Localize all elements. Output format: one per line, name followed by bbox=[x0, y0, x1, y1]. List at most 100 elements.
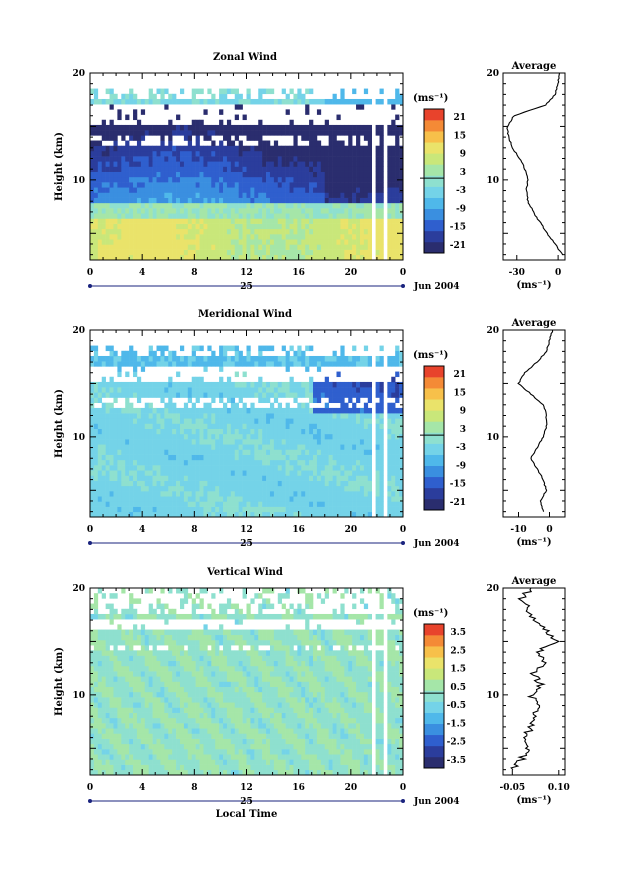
heatmap-cell bbox=[281, 213, 286, 219]
heatmap-cell bbox=[105, 717, 110, 724]
heatmap-cell bbox=[273, 433, 279, 440]
heatmap-cell bbox=[309, 171, 314, 178]
heatmap-cell bbox=[352, 345, 357, 352]
heatmap-cell bbox=[179, 249, 185, 256]
heatmap-cell bbox=[160, 192, 165, 198]
heatmap-cell bbox=[375, 239, 380, 245]
heatmap-cell bbox=[105, 754, 110, 760]
heatmap-cell bbox=[113, 166, 118, 172]
heatmap-cell bbox=[164, 485, 169, 492]
heatmap-cell bbox=[391, 475, 396, 481]
heatmap-cell bbox=[320, 228, 326, 235]
heatmap-cell bbox=[266, 254, 271, 261]
heatmap-cell bbox=[121, 634, 126, 641]
heatmap-cell bbox=[399, 480, 404, 487]
heatmap-cell bbox=[395, 439, 400, 445]
heatmap-cell bbox=[336, 511, 341, 518]
heatmap-cell bbox=[234, 475, 239, 481]
heatmap-cell bbox=[191, 192, 196, 198]
heatmap-cell bbox=[293, 355, 298, 362]
heatmap-cell bbox=[152, 449, 157, 455]
heatmap-cell bbox=[117, 764, 122, 771]
heatmap-cell bbox=[156, 239, 161, 245]
heatmap-cell bbox=[316, 130, 322, 136]
heatmap-cell bbox=[172, 470, 177, 476]
heatmap-cell bbox=[219, 249, 224, 256]
heatmap-cell bbox=[336, 392, 341, 398]
heatmap-cell bbox=[395, 423, 400, 429]
heatmap-cell bbox=[93, 634, 99, 641]
heatmap-cell bbox=[328, 218, 333, 224]
heatmap-cell bbox=[117, 480, 122, 487]
heatmap-cell bbox=[125, 470, 130, 476]
heatmap-cell bbox=[117, 712, 122, 719]
heatmap-cell bbox=[97, 496, 103, 502]
heatmap-cell bbox=[172, 166, 177, 172]
heatmap-cell bbox=[328, 228, 333, 235]
heatmap-cell bbox=[363, 439, 369, 445]
heatmap-cell bbox=[336, 454, 341, 461]
heatmap-cell bbox=[168, 376, 173, 383]
heatmap-cell bbox=[266, 166, 271, 172]
heatmap-cell bbox=[395, 350, 400, 357]
heatmap-cell bbox=[258, 418, 263, 424]
heatmap-cell bbox=[219, 501, 224, 507]
heatmap-cell bbox=[313, 433, 318, 440]
heatmap-cell bbox=[207, 156, 212, 162]
heatmap-cell bbox=[215, 223, 220, 230]
heatmap-cell bbox=[336, 202, 341, 209]
heatmap-cell bbox=[379, 345, 384, 352]
heatmap-cell bbox=[281, 161, 286, 167]
heatmap-cell bbox=[168, 197, 173, 204]
heatmap-cell bbox=[215, 182, 220, 188]
heatmap-cell bbox=[113, 717, 118, 724]
heatmap-cell bbox=[269, 171, 275, 178]
heatmap-cell bbox=[179, 345, 185, 352]
heatmap-cell bbox=[320, 480, 326, 487]
heatmap-cell bbox=[191, 161, 196, 167]
heatmap-cell bbox=[399, 150, 404, 157]
heatmap-cell bbox=[352, 465, 357, 471]
heatmap-cell bbox=[191, 234, 196, 240]
heatmap-cell bbox=[203, 361, 208, 367]
heatmap-cell bbox=[340, 244, 345, 250]
heatmap-cell bbox=[211, 392, 216, 398]
heatmap-cell bbox=[125, 681, 130, 687]
heatmap-cell bbox=[179, 156, 185, 162]
heatmap-cell bbox=[144, 202, 149, 209]
heatmap-cell bbox=[324, 433, 329, 440]
heatmap-cell bbox=[136, 202, 142, 209]
heatmap-cell bbox=[258, 361, 263, 367]
heatmap-cell bbox=[129, 130, 134, 136]
heatmap-cell bbox=[90, 769, 95, 776]
heatmap-cell bbox=[179, 213, 185, 219]
heatmap-cell bbox=[191, 218, 196, 224]
heatmap-cell bbox=[399, 208, 404, 214]
heatmap-cell bbox=[223, 454, 228, 461]
heatmap-cell bbox=[223, 124, 228, 131]
heatmap-cell bbox=[324, 459, 329, 466]
heatmap-cell bbox=[305, 176, 310, 183]
heatmap-cell bbox=[324, 130, 329, 136]
colorbar-tick-label: 21 bbox=[453, 370, 466, 380]
heatmap-cell bbox=[90, 249, 95, 256]
heatmap-cell bbox=[273, 449, 279, 455]
heatmap-cell bbox=[125, 192, 130, 198]
heatmap-cell bbox=[379, 166, 384, 172]
heatmap-cell bbox=[133, 223, 138, 230]
heatmap-cell bbox=[203, 465, 208, 471]
heatmap-cell bbox=[129, 759, 134, 765]
heatmap-cell bbox=[238, 413, 243, 419]
heatmap-cell bbox=[203, 433, 208, 440]
heatmap-cell bbox=[356, 176, 361, 183]
heatmap-cell bbox=[109, 428, 114, 435]
heatmap-cell bbox=[387, 470, 392, 476]
heatmap-cell bbox=[219, 98, 224, 105]
heatmap-cell bbox=[117, 223, 122, 230]
x-tick-label: 12 bbox=[240, 525, 253, 535]
heatmap-cell bbox=[328, 387, 333, 393]
heatmap-cell bbox=[289, 485, 294, 492]
heatmap-cell bbox=[183, 234, 189, 240]
heatmap-cell bbox=[125, 475, 130, 481]
heatmap-cell bbox=[172, 218, 177, 224]
